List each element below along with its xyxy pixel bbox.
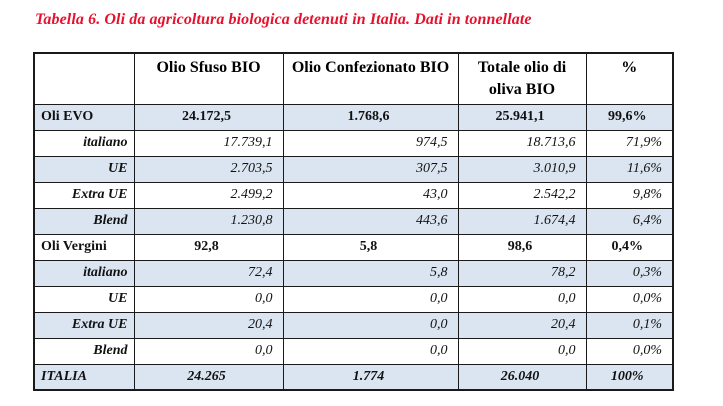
value-cell: 3.010,9 <box>457 155 587 183</box>
row-label-cell: Oli EVO <box>33 103 135 131</box>
value-cell: 43,0 <box>282 181 459 209</box>
value-cell: 443,6 <box>282 207 459 235</box>
value-cell: 1.774 <box>282 363 459 391</box>
organic-oils-table: Olio Sfuso BIO Olio Confezionato BIO Total… <box>33 52 674 391</box>
row-label-cell: UE <box>33 285 135 313</box>
row-label-cell: Blend <box>33 337 135 365</box>
value-cell: 2.542,2 <box>457 181 587 209</box>
value-cell: 0,0 <box>282 337 459 365</box>
value-cell: 26.040 <box>457 363 587 391</box>
table-row: ITALIA 24.265 1.774 26.040 100% <box>33 363 674 391</box>
value-cell: 974,5 <box>282 129 459 157</box>
value-cell: 0,0% <box>585 285 674 313</box>
value-cell: 0,0 <box>457 285 587 313</box>
row-label-cell: Extra UE <box>33 181 135 209</box>
value-cell: 2.703,5 <box>133 155 284 183</box>
value-cell: 0,0 <box>282 285 459 313</box>
value-cell: 0,3% <box>585 259 674 287</box>
row-label-cell: Extra UE <box>33 311 135 339</box>
column-header: % <box>585 52 674 105</box>
value-cell: 17.739,1 <box>133 129 284 157</box>
value-cell: 72,4 <box>133 259 284 287</box>
value-cell: 20,4 <box>133 311 284 339</box>
table-title: Tabella 6. Oli da agricoltura biologica … <box>35 11 532 28</box>
value-cell: 0,4% <box>585 233 674 261</box>
value-cell: 71,9% <box>585 129 674 157</box>
column-header: Totale olio di oliva BIO <box>457 52 587 105</box>
value-cell: 1.768,6 <box>282 103 459 131</box>
table-row: Extra UE 2.499,2 43,0 2.542,2 9,8% <box>33 181 674 209</box>
value-cell: 20,4 <box>457 311 587 339</box>
value-cell: 25.941,1 <box>457 103 587 131</box>
table-row: italiano 72,4 5,8 78,2 0,3% <box>33 259 674 287</box>
value-cell: 0,0 <box>133 337 284 365</box>
value-cell: 24.265 <box>133 363 284 391</box>
value-cell: 11,6% <box>585 155 674 183</box>
value-cell: 0,0 <box>282 311 459 339</box>
column-header: Olio Confezionato BIO <box>282 52 459 105</box>
row-label-cell: italiano <box>33 259 135 287</box>
value-cell: 18.713,6 <box>457 129 587 157</box>
row-label-cell: UE <box>33 155 135 183</box>
value-cell: 78,2 <box>457 259 587 287</box>
value-cell: 2.499,2 <box>133 181 284 209</box>
table-body: Oli EVO 24.172,5 1.768,6 25.941,1 99,6% itali… <box>33 103 674 391</box>
value-cell: 24.172,5 <box>133 103 284 131</box>
row-label-cell: italiano <box>33 129 135 157</box>
table-row: Oli Vergini 92,8 5,8 98,6 0,4% <box>33 233 674 261</box>
value-cell: 1.674,4 <box>457 207 587 235</box>
table-row: italiano 17.739,1 974,5 18.713,6 71,9% <box>33 129 674 157</box>
table-row: UE 0,0 0,0 0,0 0,0% <box>33 285 674 313</box>
value-cell: 5,8 <box>282 233 459 261</box>
value-cell: 0,1% <box>585 311 674 339</box>
column-header: Olio Sfuso BIO <box>133 52 284 105</box>
value-cell: 307,5 <box>282 155 459 183</box>
table-row: UE 2.703,5 307,5 3.010,9 11,6% <box>33 155 674 183</box>
table-row: Blend 0,0 0,0 0,0 0,0% <box>33 337 674 365</box>
value-cell: 92,8 <box>133 233 284 261</box>
value-cell: 0,0 <box>457 337 587 365</box>
row-label-cell: Oli Vergini <box>33 233 135 261</box>
value-cell: 0,0 <box>133 285 284 313</box>
table-row: Extra UE 20,4 0,0 20,4 0,1% <box>33 311 674 339</box>
header-row: Olio Sfuso BIO Olio Confezionato BIO Total… <box>33 52 674 105</box>
table-row: Oli EVO 24.172,5 1.768,6 25.941,1 99,6% <box>33 103 674 131</box>
value-cell: 9,8% <box>585 181 674 209</box>
value-cell: 5,8 <box>282 259 459 287</box>
value-cell: 6,4% <box>585 207 674 235</box>
value-cell: 0,0% <box>585 337 674 365</box>
value-cell: 99,6% <box>585 103 674 131</box>
row-label-cell: ITALIA <box>33 363 135 391</box>
value-cell: 100% <box>585 363 674 391</box>
value-cell: 98,6 <box>457 233 587 261</box>
value-cell: 1.230,8 <box>133 207 284 235</box>
table-row: Blend 1.230,8 443,6 1.674,4 6,4% <box>33 207 674 235</box>
row-label-header <box>33 52 135 105</box>
row-label-cell: Blend <box>33 207 135 235</box>
